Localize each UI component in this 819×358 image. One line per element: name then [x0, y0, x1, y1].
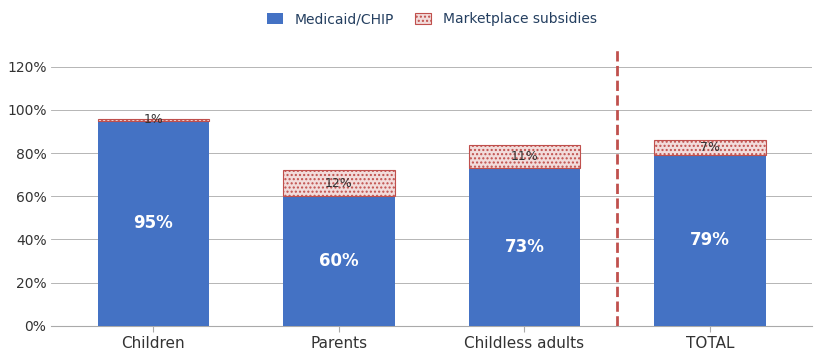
- Text: 95%: 95%: [133, 214, 174, 232]
- Bar: [468, 168, 580, 326]
- Text: 73%: 73%: [505, 238, 545, 256]
- Bar: [654, 155, 766, 326]
- Text: 12%: 12%: [325, 177, 353, 190]
- Text: 79%: 79%: [690, 232, 730, 250]
- Legend: Medicaid/CHIP, Marketplace subsidies: Medicaid/CHIP, Marketplace subsidies: [261, 7, 602, 32]
- Text: 60%: 60%: [319, 252, 359, 270]
- Text: 11%: 11%: [510, 150, 538, 163]
- Bar: [468, 145, 580, 168]
- Text: 1%: 1%: [143, 113, 163, 126]
- Bar: [97, 121, 209, 326]
- Text: 7%: 7%: [700, 141, 720, 154]
- Bar: [283, 196, 395, 326]
- Bar: [654, 140, 766, 155]
- Bar: [97, 118, 209, 121]
- Bar: [283, 170, 395, 196]
